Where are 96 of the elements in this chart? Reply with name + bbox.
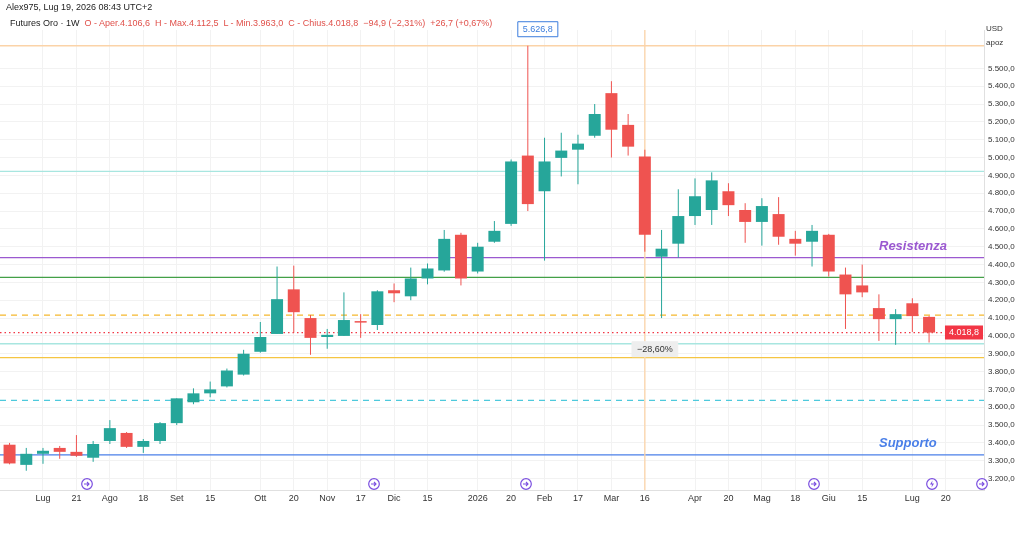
chart-subtitle: O - Aper.4.106,6 H - Max.4.112,5 L - Min.3.963,0 C - Chius.4.018,8 −94,9 (−2,31%) +26,7 (+0,67%) — [84, 18, 493, 28]
candlestick — [923, 315, 936, 344]
candlestick — [103, 419, 116, 445]
candlestick — [555, 132, 568, 177]
x-tick-label: 20 — [723, 493, 734, 504]
candlestick — [36, 447, 49, 465]
candlestick — [806, 224, 819, 268]
x-tick-label: 17 — [355, 493, 366, 504]
candlestick — [772, 196, 785, 246]
candlestick — [87, 440, 100, 463]
x-tick-label: Feb — [536, 493, 553, 504]
candlestick — [421, 262, 434, 285]
x-tick-label: 16 — [639, 493, 650, 504]
text: Alex975, Lug 19, 2026 08:43 UTC+2 — [6, 2, 153, 12]
y-tick-label: 5.400,0 — [988, 81, 1016, 91]
x-tick-label: Ago — [101, 493, 118, 504]
y-tick-label: 4.000,0 — [988, 331, 1016, 341]
chart-title: Futures Oro · 1W — [10, 18, 80, 28]
x-tick-label: Giu — [821, 493, 836, 504]
candlestick — [571, 134, 584, 185]
x-tick-label: Set — [169, 493, 184, 504]
y-tick-label: 4.200,0 — [988, 295, 1016, 305]
candlestick — [588, 103, 601, 139]
y-tick-label: 3.600,0 — [988, 402, 1016, 412]
x-tick-label: 15 — [422, 493, 433, 504]
x-tick-label: 17 — [572, 493, 583, 504]
candlestick — [3, 442, 16, 465]
candlestick — [237, 349, 250, 377]
candlestick — [856, 264, 869, 298]
y-tick-label: 3.500,0 — [988, 420, 1016, 430]
candlestick — [20, 447, 33, 472]
x-tick-label: 20 — [288, 493, 299, 504]
candlestick — [220, 368, 233, 388]
y-tick-label: 3.200,0 — [988, 473, 1016, 483]
y-tick-label: 4.300,0 — [988, 277, 1016, 287]
candlestick — [404, 267, 417, 301]
candlestick — [655, 229, 668, 319]
y-tick-label: 5.500,0 — [988, 63, 1016, 73]
candlestick — [839, 267, 852, 330]
x-tick-label: 20 — [506, 493, 517, 504]
y-tick-label: 4.900,0 — [988, 170, 1016, 180]
x-tick-label: Mar — [603, 493, 620, 504]
candlestick — [789, 230, 802, 257]
ref-line-label: Supporto — [879, 434, 937, 450]
x-tick-label: Apr — [688, 493, 703, 504]
y-tick-label: 3.900,0 — [988, 348, 1016, 358]
x-tick-label: 18 — [790, 493, 801, 504]
y-tick-label: 4.600,0 — [988, 224, 1016, 234]
ref-line-label: Resistenza — [879, 237, 947, 253]
x-tick-label: 18 — [138, 493, 149, 504]
y-tick-label: 3.700,0 — [988, 384, 1016, 394]
x-tick-label: Lug — [904, 493, 920, 504]
candlestick — [354, 313, 367, 339]
x-tick-label: Lug — [35, 493, 51, 504]
y-axis-title: USD apoz — [986, 23, 1005, 49]
x-tick-label: Ott — [254, 493, 267, 504]
candlestick — [622, 113, 635, 157]
x-tick-label: Nov — [319, 493, 336, 504]
candlestick — [337, 291, 350, 337]
candlestick — [889, 308, 902, 346]
candlestick — [689, 177, 702, 226]
y-tick-label: 5.100,0 — [988, 134, 1016, 144]
y-tick-label: 4.400,0 — [988, 259, 1016, 269]
x-tick-label: 15 — [857, 493, 868, 504]
y-tick-label: 4.800,0 — [988, 188, 1016, 198]
candlestick — [722, 182, 735, 217]
candlestick — [304, 314, 317, 356]
y-tick-label: 4.700,0 — [988, 206, 1016, 216]
candlestick — [154, 421, 167, 445]
x-tick-label: 20 — [940, 493, 951, 504]
x-tick-label: Dic — [387, 493, 402, 504]
candlestick — [488, 220, 501, 244]
y-tick-label: 3.400,0 — [988, 438, 1016, 448]
x-tick-label: 15 — [205, 493, 216, 504]
y-tick-label: 5.300,0 — [988, 99, 1016, 109]
candlestick — [388, 282, 401, 303]
y-tick-label: 3.300,0 — [988, 455, 1016, 465]
y-tick-label: 4.100,0 — [988, 313, 1016, 323]
y-tick-label: 5.000,0 — [988, 152, 1016, 162]
y-tick-label: 5.200,0 — [988, 117, 1016, 127]
x-tick-label: 2026 — [467, 493, 488, 504]
annotation: 5.626,8 — [522, 23, 553, 34]
y-tick-label: 3.800,0 — [988, 366, 1016, 376]
candlestick — [906, 297, 919, 333]
y-tick-label: 4.500,0 — [988, 241, 1016, 251]
candlestick — [287, 265, 300, 334]
ref-line-label: 4.018,8 — [948, 327, 979, 338]
candlestick — [70, 434, 83, 458]
candlestick — [755, 197, 768, 247]
annotation: −28,60% — [636, 343, 673, 354]
candlestick — [254, 321, 267, 354]
x-tick-label: Mag — [753, 493, 771, 504]
candlestick — [872, 293, 885, 342]
candlestick — [739, 202, 752, 244]
candlestick — [321, 328, 334, 350]
x-tick-label: 21 — [71, 493, 82, 504]
